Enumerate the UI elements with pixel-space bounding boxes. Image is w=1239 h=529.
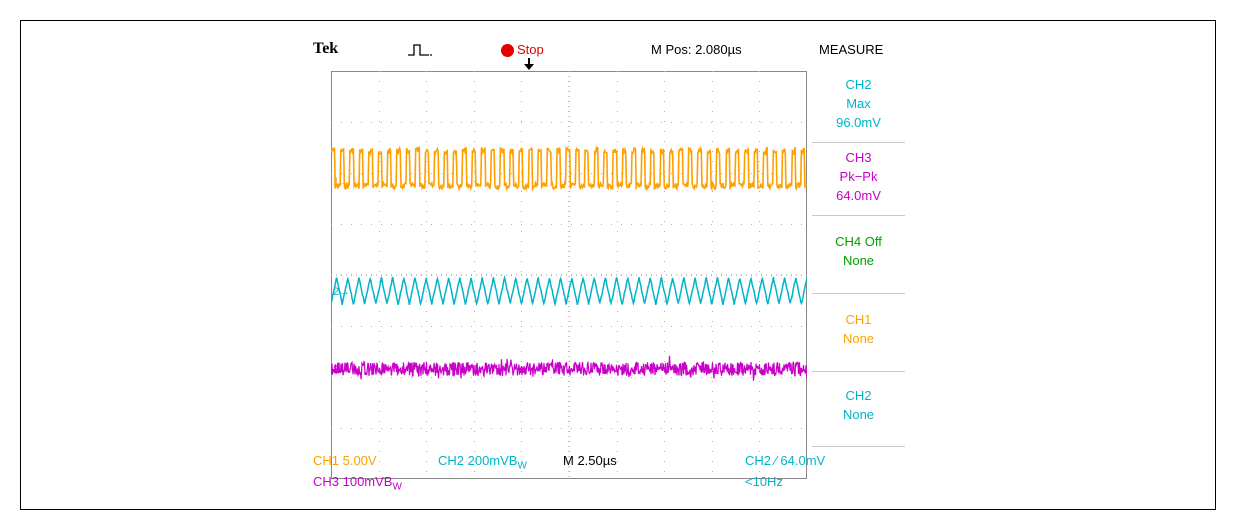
ch2-ground-marker: 2→ — [333, 286, 351, 298]
acquisition-state: Stop — [517, 42, 544, 57]
ch3-trace — [331, 355, 807, 381]
oscilloscope-screen: Tek Stop M Pos: 2.080µs MEASURE 1→ 2→ 3→… — [307, 40, 907, 493]
menu-divider — [812, 371, 905, 372]
ch3-scale-readout: CH3 100mVBW — [313, 474, 402, 493]
bandwidth-limit-marker: W — [392, 481, 402, 493]
ch2-scale-readout: CH2 200mVBW — [438, 453, 527, 472]
stop-indicator-icon — [501, 44, 514, 57]
page-frame — [20, 20, 1216, 510]
menu-divider — [812, 446, 905, 447]
ch1-ground-marker: 1→ — [333, 176, 351, 188]
horizontal-position: M Pos: 2.080µs — [651, 42, 742, 57]
measure-slot-5[interactable]: CH2 None — [842, 388, 875, 422]
measure-slot-3[interactable]: CH4 Off None — [835, 234, 882, 268]
menu-divider — [812, 293, 905, 294]
ch2-trace — [331, 274, 807, 308]
ch1-scale-readout: CH1 5.00V — [313, 453, 377, 468]
timebase-readout: M 2.50µs — [563, 453, 617, 468]
pulse-trigger-icon — [408, 44, 432, 56]
measure-side-menu: CH2 Max 96.0mV CH3 Pk−Pk 64.0mV CH4 Off None … — [810, 71, 907, 479]
menu-title: MEASURE — [819, 42, 884, 57]
menu-divider — [812, 142, 905, 143]
waveform-display: 1→ 2→ 3→ — [331, 71, 807, 479]
menu-divider — [812, 215, 905, 216]
graticule-border — [331, 71, 807, 479]
bandwidth-limit-marker: W — [517, 460, 527, 472]
trigger-readout: CH2 ∕ 64.0mV — [745, 453, 826, 468]
graticule-grid — [331, 71, 807, 479]
measure-slot-2[interactable]: CH3 Pk−Pk 64.0mV — [836, 150, 881, 203]
brand-logo: Tek — [313, 40, 339, 57]
ch1-trace — [331, 145, 807, 193]
trigger-frequency-readout: <10Hz — [745, 474, 783, 489]
measure-slot-4[interactable]: CH1 None — [842, 312, 875, 346]
trigger-position-arrow-icon — [524, 58, 534, 70]
measure-slot-1[interactable]: CH2 Max 96.0mV — [836, 77, 881, 130]
ch3-ground-marker: 3→ — [333, 364, 351, 376]
